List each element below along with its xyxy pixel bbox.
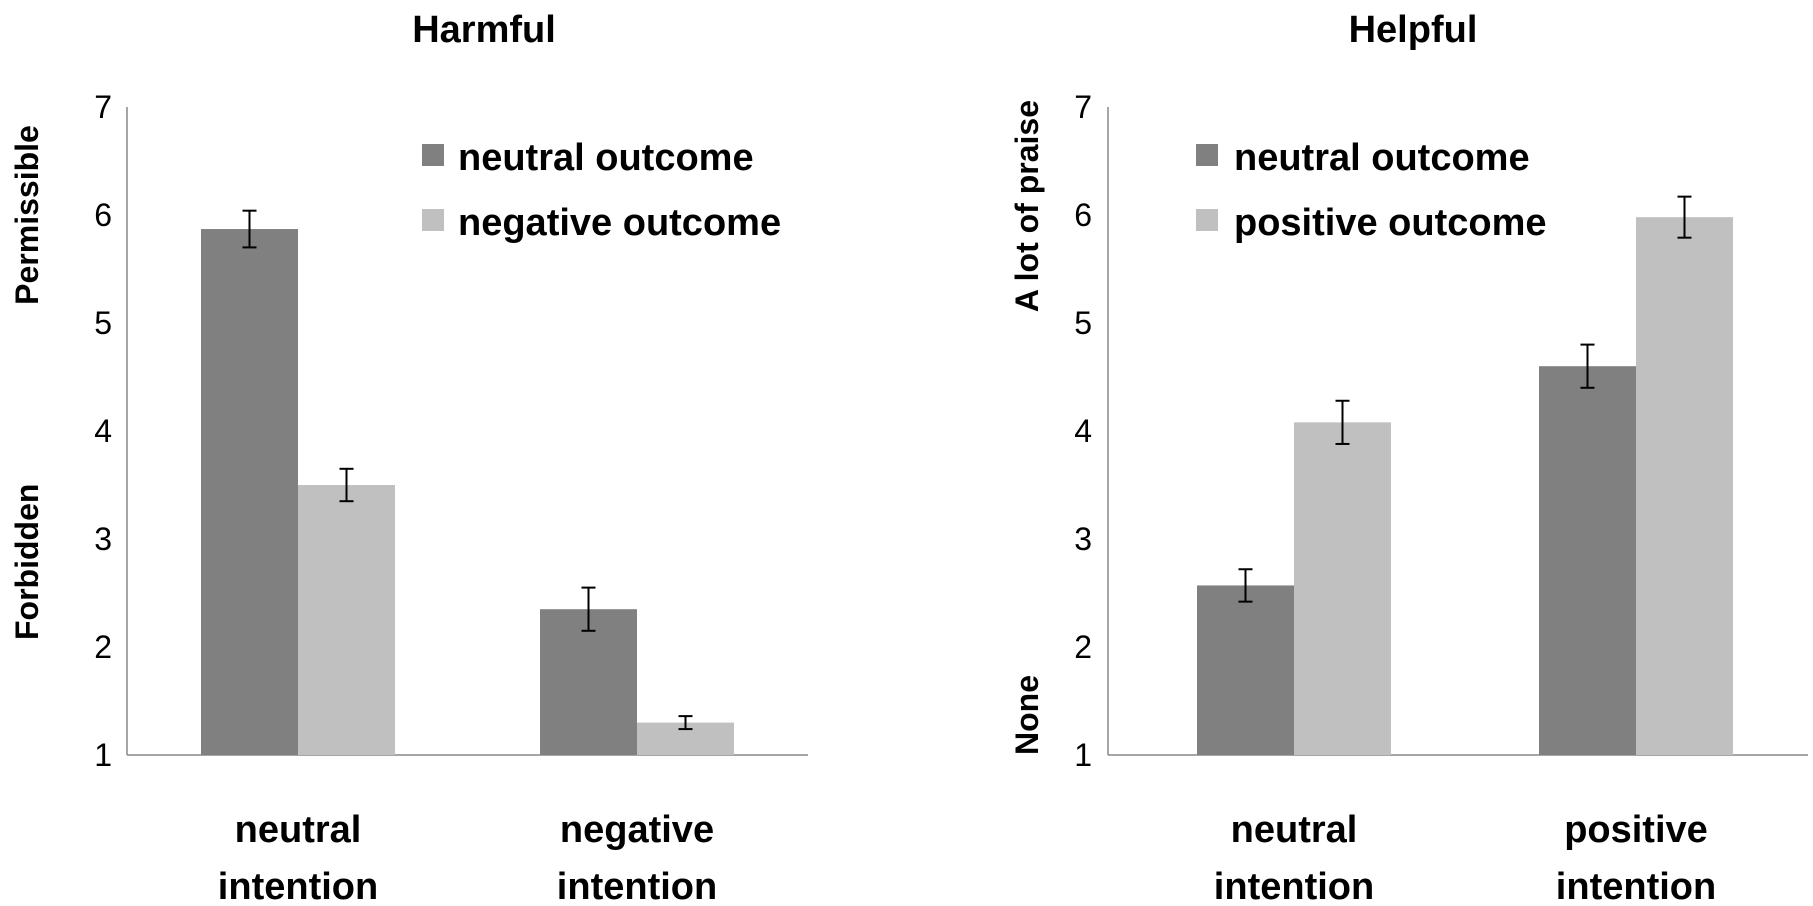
legend-label-neutral-outcome: neutral outcome — [1234, 137, 1530, 179]
chart-title: Helpful — [1349, 9, 1478, 51]
chart-harmful: Harmful Permissible Forbidden 1 2 3 4 5 6 7 neu… — [9, 9, 808, 906]
plot-marks: 1 2 3 4 5 6 7 neutral intention negative intention — [94, 89, 808, 906]
y-tick-label: 2 — [1074, 629, 1092, 665]
y-axis-label-bottom: Forbidden — [9, 484, 45, 640]
bar — [201, 229, 298, 756]
y-axis-label-top: Permissible — [9, 125, 45, 305]
x-category-label: intention — [1214, 866, 1374, 906]
legend-label-positive-outcome: positive outcome — [1234, 202, 1547, 244]
legend: neutral outcome positive outcome — [1196, 137, 1547, 244]
y-tick-label: 6 — [94, 197, 112, 233]
x-category-label: intention — [1556, 866, 1716, 906]
y-tick-label: 1 — [94, 737, 112, 773]
x-category-label: neutral — [235, 809, 362, 851]
y-tick-label: 3 — [1074, 521, 1092, 557]
x-category-label: negative — [560, 809, 714, 851]
bar — [1294, 422, 1391, 755]
legend: neutral outcome negative outcome — [422, 137, 781, 244]
y-axis-label-bottom: None — [1009, 675, 1045, 755]
y-tick-label: 3 — [94, 521, 112, 557]
x-category-label: intention — [218, 866, 378, 906]
legend-label-negative-outcome: negative outcome — [458, 202, 781, 244]
legend-swatch-negative-outcome — [422, 209, 444, 231]
y-tick-label: 5 — [1074, 305, 1092, 341]
x-category-label: positive — [1564, 809, 1708, 851]
y-tick-label: 4 — [94, 413, 112, 449]
x-category-label: neutral — [1231, 809, 1358, 851]
y-tick-label: 1 — [1074, 737, 1092, 773]
y-tick-label: 2 — [94, 629, 112, 665]
legend-swatch-neutral-outcome — [1196, 144, 1218, 166]
x-category-label: intention — [557, 866, 717, 906]
y-tick-label: 4 — [1074, 413, 1092, 449]
legend-swatch-neutral-outcome — [422, 144, 444, 166]
legend-label-neutral-outcome: neutral outcome — [458, 137, 754, 179]
legend-swatch-positive-outcome — [1196, 209, 1218, 231]
chart-title: Harmful — [412, 9, 556, 51]
y-tick-label: 7 — [94, 89, 112, 125]
bar — [540, 609, 637, 755]
bar — [1197, 585, 1294, 755]
bar — [1539, 366, 1636, 755]
y-axis-label-top: A lot of praise — [1009, 100, 1045, 312]
bar — [1636, 217, 1733, 755]
chart-helpful: Helpful A lot of praise None 1 2 3 4 5 6 7 neut… — [1009, 9, 1808, 906]
y-tick-label: 5 — [94, 305, 112, 341]
bar — [298, 485, 395, 755]
y-tick-label: 6 — [1074, 197, 1092, 233]
y-tick-label: 7 — [1074, 89, 1092, 125]
plot-marks: 1 2 3 4 5 6 7 neutral intention positive intention — [1074, 89, 1808, 906]
